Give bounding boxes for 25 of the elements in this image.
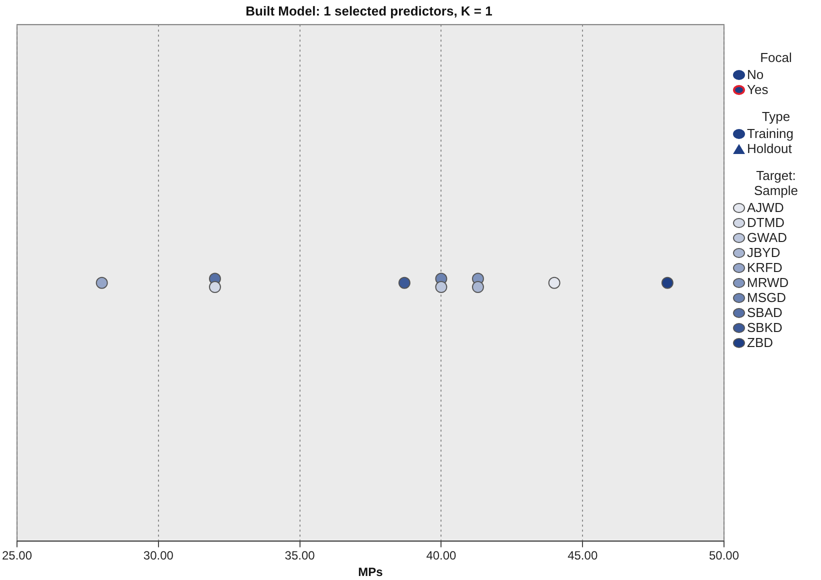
legend-label: ZBD [747,335,773,350]
legend-label: No [747,67,764,82]
chart-title: Built Model: 1 selected predictors, K = 1 [246,3,492,18]
text: Type [760,109,792,124]
legend-label: MRWD [747,275,789,290]
legend-label: SBKD [747,320,782,335]
x-tick-label: 30.00 [143,548,174,563]
legend-label: Training [747,126,794,141]
x-tick-label: 25.00 [2,548,32,563]
legend-label: JBYD [747,245,780,260]
legend-label: Holdout [747,141,792,156]
legend-label: MSGD [747,290,786,305]
legend-title: Target: Sample [752,168,800,198]
x-tick-label: 45.00 [568,548,598,563]
text: Focal [759,50,793,65]
x-tick-label: 50.00 [708,548,740,563]
x-tick-label: 40.00 [426,548,457,563]
legend-label: Yes [747,82,768,97]
x-axis-title: MPs [358,565,384,580]
legend-label: AJWD [747,200,784,215]
x-tick-label: 35.00 [284,548,316,563]
legend-label: DTMD [747,215,785,230]
legend-label: SBAD [747,305,782,320]
legend-label: GWAD [747,230,787,245]
legend-label: KRFD [747,260,782,275]
